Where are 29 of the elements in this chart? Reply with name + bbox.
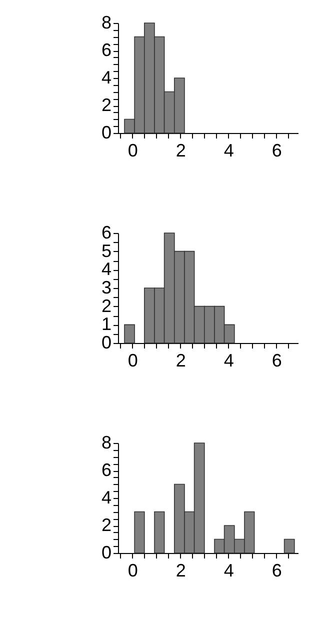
y-tick-label: 4 bbox=[101, 488, 112, 508]
x-tick-label: 2 bbox=[176, 350, 186, 370]
y-tick-label: 5 bbox=[101, 240, 112, 261]
y-tick-label: 6 bbox=[101, 222, 112, 242]
y-tick-label: 6 bbox=[101, 40, 112, 60]
x-tick-label: 4 bbox=[224, 350, 234, 370]
y-tick-label: 2 bbox=[101, 296, 112, 316]
y-tick-label: 2 bbox=[101, 515, 112, 535]
y-tick-label: 4 bbox=[101, 68, 112, 88]
y-tick-label: 4 bbox=[101, 259, 112, 280]
x-tick-label: 4 bbox=[224, 560, 234, 580]
x-tick-label: 0 bbox=[128, 350, 138, 370]
y-tick-label: 8 bbox=[101, 432, 112, 452]
y-tick-label: 2 bbox=[101, 95, 112, 115]
x-tick-label: 2 bbox=[176, 140, 186, 160]
y-tick-label: 6 bbox=[101, 460, 112, 480]
x-tick-label: 0 bbox=[128, 560, 138, 580]
x-tick-label: 4 bbox=[224, 140, 234, 160]
x-tick-label: 6 bbox=[272, 350, 282, 370]
y-tick-label: 0 bbox=[101, 332, 112, 352]
x-tick-label: 6 bbox=[272, 560, 282, 580]
y-tick-label: 0 bbox=[101, 122, 112, 142]
y-tick-label: 0 bbox=[101, 542, 112, 562]
x-tick-label: 2 bbox=[176, 560, 186, 580]
y-tick-label: 1 bbox=[101, 314, 112, 334]
y-tick-label: 3 bbox=[101, 278, 112, 298]
x-tick-label: 0 bbox=[128, 140, 138, 160]
y-tick-label: 8 bbox=[101, 12, 112, 32]
x-tick-label: 6 bbox=[272, 140, 282, 160]
